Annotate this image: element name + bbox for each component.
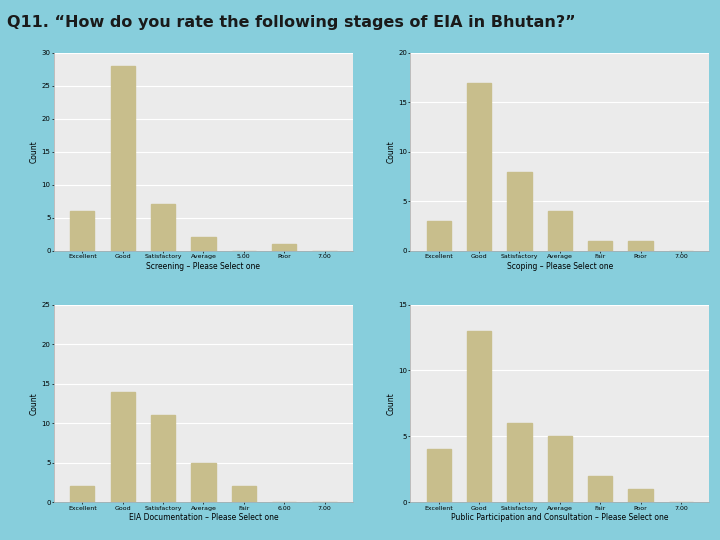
Bar bbox=[426, 221, 451, 251]
Y-axis label: Count: Count bbox=[30, 392, 39, 415]
Y-axis label: Count: Count bbox=[386, 392, 395, 415]
Bar bbox=[192, 463, 215, 502]
Bar bbox=[111, 66, 135, 251]
X-axis label: Scoping – Please Select one: Scoping – Please Select one bbox=[507, 262, 613, 271]
Y-axis label: Count: Count bbox=[30, 140, 39, 163]
X-axis label: EIA Documentation – Please Select one: EIA Documentation – Please Select one bbox=[129, 514, 278, 523]
Bar bbox=[192, 238, 215, 251]
Bar bbox=[467, 83, 491, 251]
Bar bbox=[508, 423, 531, 502]
Bar bbox=[588, 476, 612, 502]
Bar bbox=[508, 172, 531, 251]
Bar bbox=[151, 415, 175, 502]
Bar bbox=[70, 211, 94, 251]
X-axis label: Public Participation and Consultation – Please Select one: Public Participation and Consultation – … bbox=[451, 514, 669, 523]
Bar bbox=[467, 331, 491, 502]
X-axis label: Screening – Please Select one: Screening – Please Select one bbox=[146, 262, 261, 271]
Bar bbox=[629, 241, 652, 251]
Bar bbox=[272, 244, 296, 251]
Bar bbox=[588, 241, 612, 251]
Bar bbox=[548, 436, 572, 502]
Bar bbox=[548, 211, 572, 251]
Text: Q11. “How do you rate the following stages of EIA in Bhutan?”: Q11. “How do you rate the following stag… bbox=[7, 15, 576, 30]
Bar bbox=[232, 487, 256, 502]
Bar bbox=[629, 489, 652, 502]
Bar bbox=[151, 205, 175, 251]
Bar bbox=[111, 392, 135, 502]
Y-axis label: Count: Count bbox=[386, 140, 395, 163]
Bar bbox=[70, 487, 94, 502]
Bar bbox=[426, 449, 451, 502]
